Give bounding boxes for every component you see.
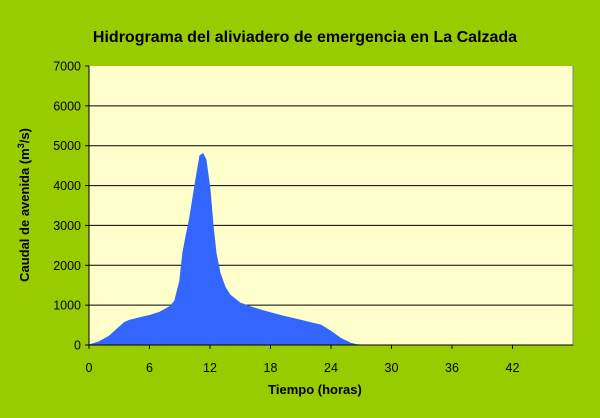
- x-tick-label: 30: [385, 361, 399, 375]
- y-tick-label: 0: [74, 339, 81, 353]
- y-tick-label: 3000: [53, 219, 81, 233]
- y-tick-label: 7000: [53, 60, 81, 74]
- x-tick-label: 24: [324, 361, 338, 375]
- x-tick-label: 42: [506, 361, 520, 375]
- x-tick-label: 36: [445, 361, 459, 375]
- y-tick-label: 2000: [53, 259, 81, 273]
- y-axis-label-main: Caudal de avenida (m: [17, 148, 32, 282]
- plot-area: [89, 66, 573, 345]
- y-tick-label: 6000: [53, 99, 81, 113]
- y-axis-label-unit: /s): [17, 128, 32, 143]
- chart-title: Hidrograma del aliviadero de emergencia …: [93, 29, 517, 46]
- y-tick-label: 4000: [53, 179, 81, 193]
- y-axis-label: Caudal de avenida (m3/s): [16, 128, 32, 282]
- grid-lines: [89, 105, 573, 306]
- y-tick-label: 1000: [53, 299, 81, 313]
- x-tick-label: 18: [264, 361, 278, 375]
- x-tick-label: 6: [146, 361, 153, 375]
- x-tick-label: 12: [203, 361, 217, 375]
- x-axis-label: Tiempo (horas): [268, 382, 362, 397]
- y-axis-label-superscript: 3: [16, 143, 26, 148]
- x-axis-ticks: 0 6 12 18 24 30 36 42: [86, 345, 520, 375]
- flow-area-series: [88, 152, 573, 346]
- x-tick-label: 0: [86, 361, 93, 375]
- y-axis-ticks: 0 1000 2000 3000 4000 5000 6000 7000: [53, 60, 89, 353]
- y-tick-label: 5000: [53, 139, 81, 153]
